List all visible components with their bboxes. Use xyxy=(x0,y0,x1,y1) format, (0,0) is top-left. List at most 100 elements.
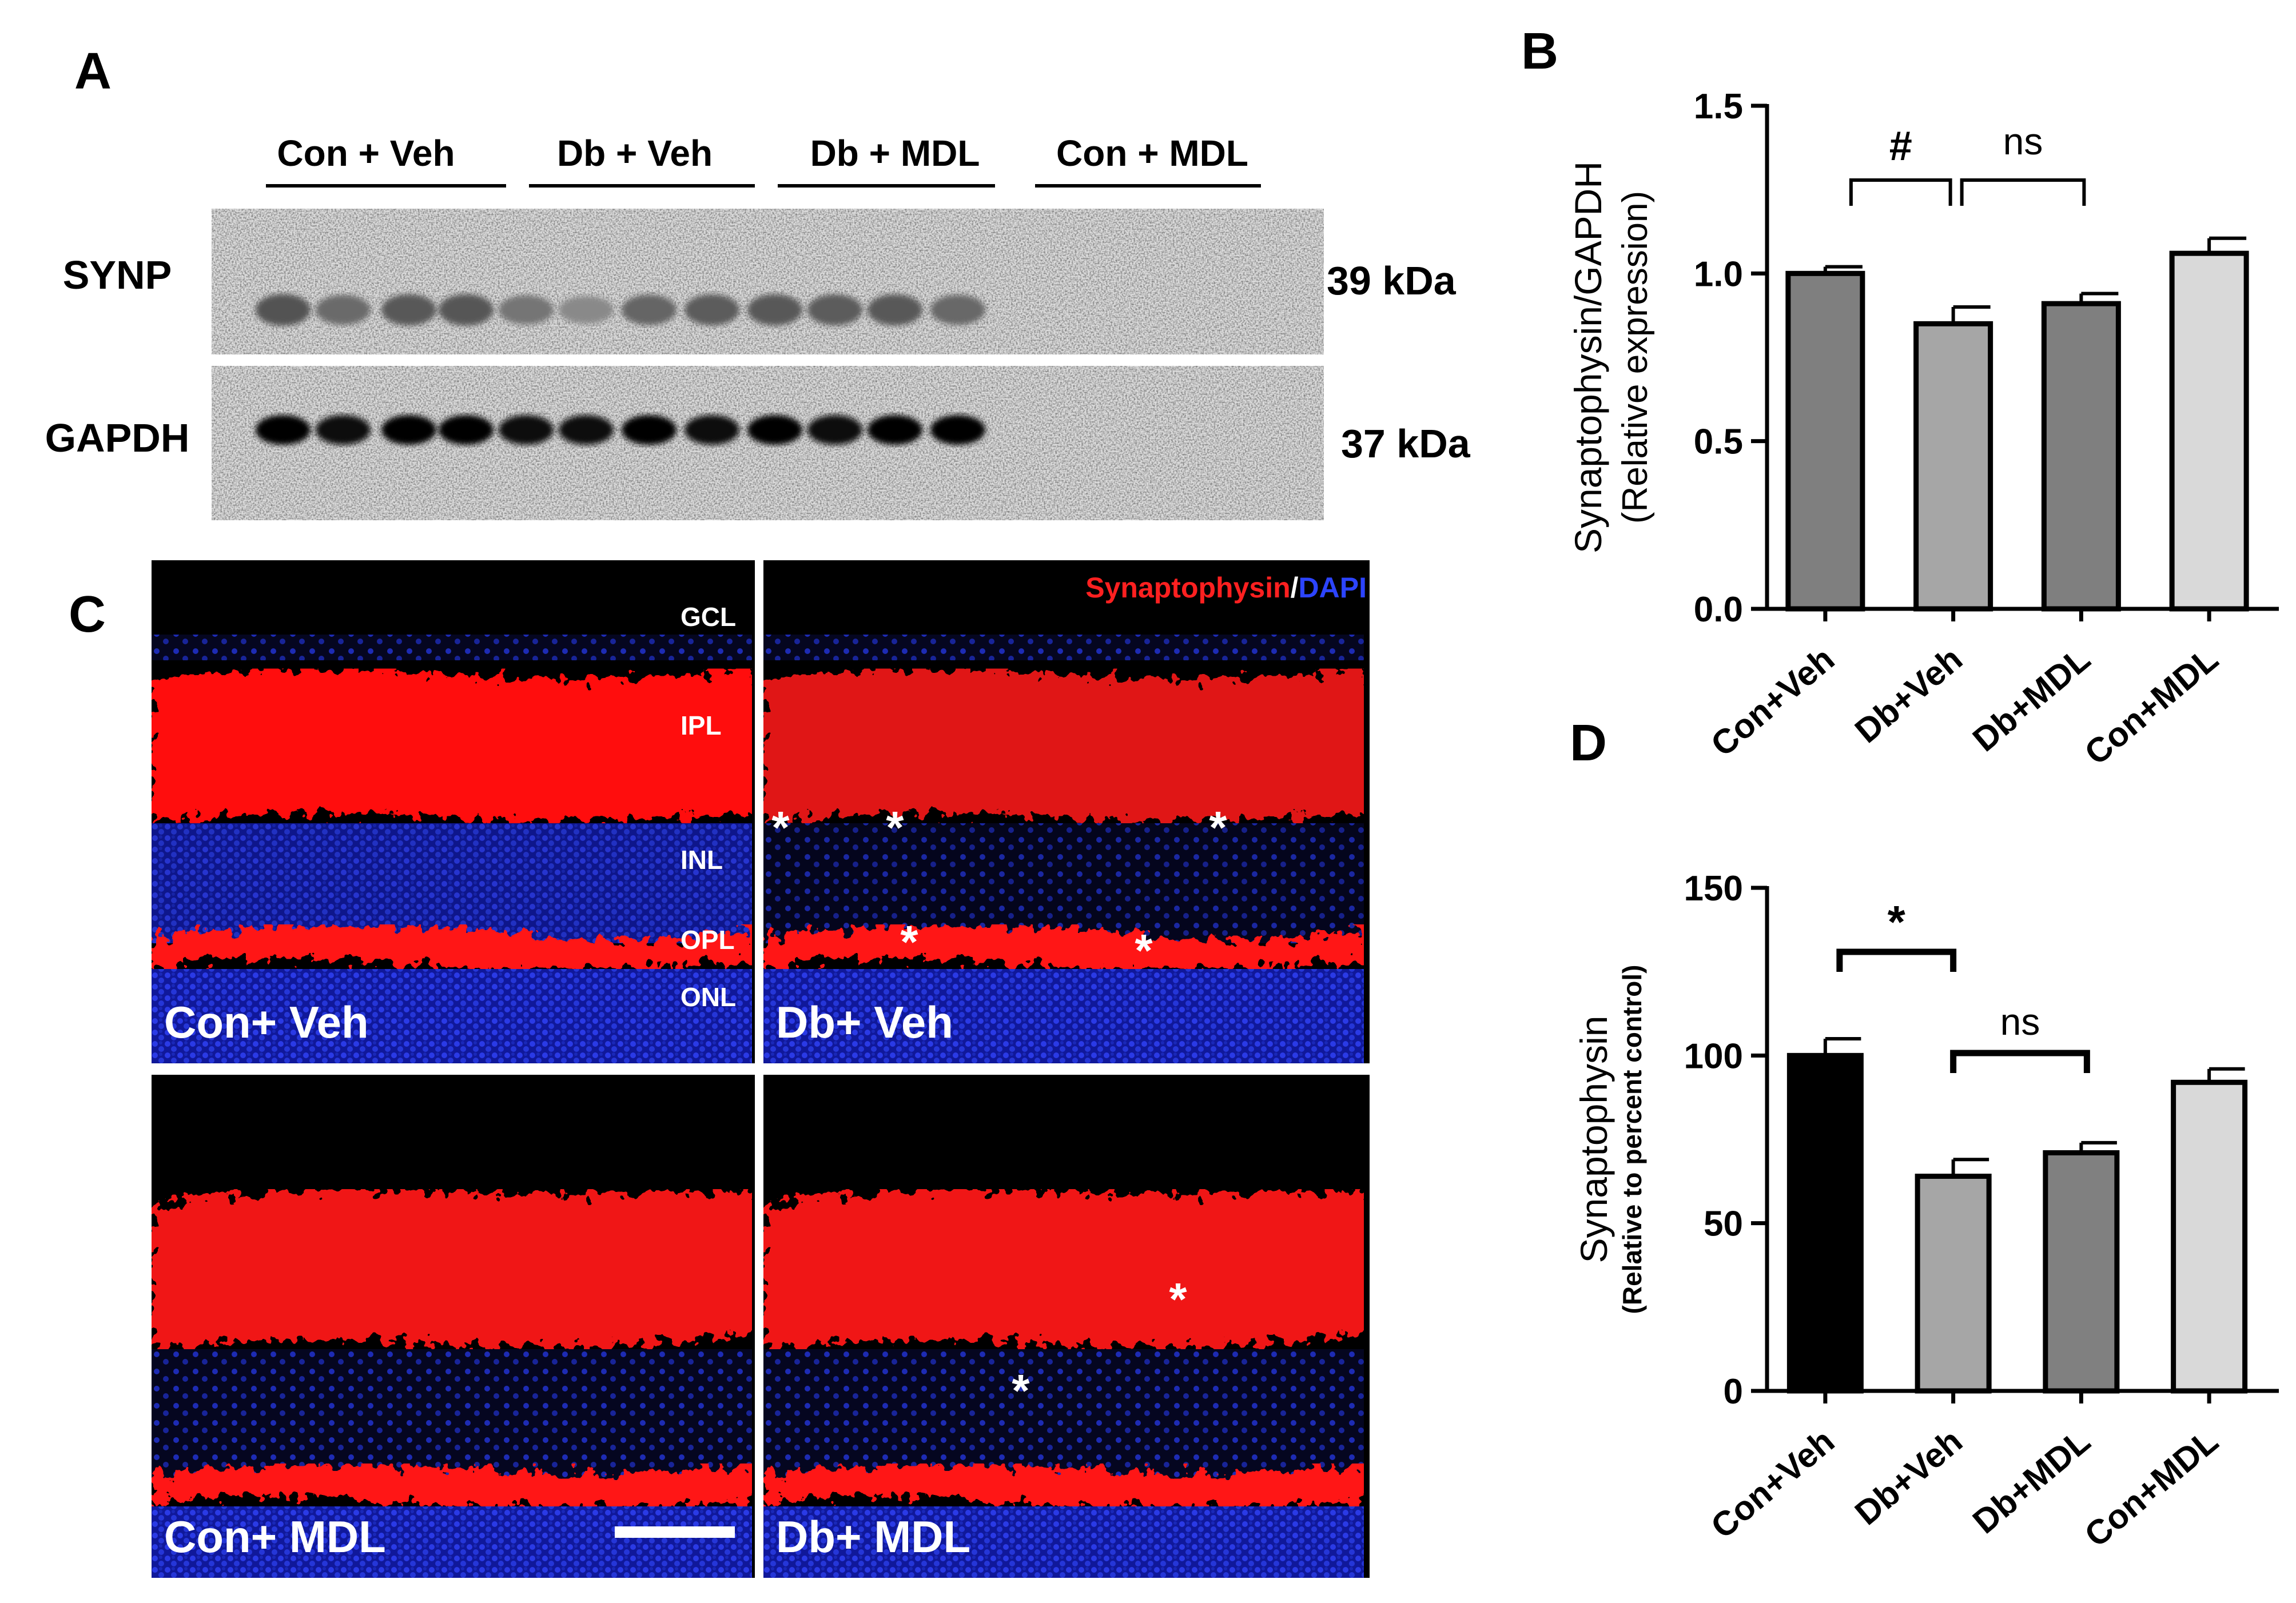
western-blot: Con + Veh Db + Veh Db + MDL Con + MDL SYNP 39… xyxy=(45,133,1471,520)
bar xyxy=(1913,321,1993,612)
y-tick-label: 150 xyxy=(1684,869,1743,908)
blot-size-label: 39 kDa xyxy=(1327,258,1457,303)
blot-band xyxy=(316,415,371,445)
micrograph-content xyxy=(763,1189,1364,1578)
onl-nuclei-layer xyxy=(763,969,1364,1063)
blot-band xyxy=(930,294,985,325)
ipl-synaptophysin-layer xyxy=(763,1189,1364,1349)
blot-band xyxy=(930,415,985,445)
onl-nuclei-layer xyxy=(763,1506,1364,1578)
bar-chart-b: 0.0 0.5 1.0 1.5 Synaptophysin/GAPDH (Relative… xyxy=(1567,87,2279,772)
inl-nuclei-layer xyxy=(763,823,1364,943)
y-tick-label: 50 xyxy=(1704,1205,1743,1244)
ipl-synaptophysin-layer xyxy=(152,1189,752,1349)
y-tick-label: 0.5 xyxy=(1694,422,1743,462)
asterisk-marker: * xyxy=(886,802,904,853)
x-tick-label: Con+Veh xyxy=(1704,640,1841,764)
y-tick-label: 0 xyxy=(1724,1372,1743,1411)
significance-label: ns xyxy=(2003,120,2043,162)
blot-band xyxy=(499,295,554,325)
significance-label: * xyxy=(1888,896,1906,947)
x-tick-label: Con+MDL xyxy=(2078,640,2226,772)
panel-label-c: C xyxy=(69,586,106,643)
asterisk-marker: * xyxy=(771,802,790,853)
y-tick-label: 0.0 xyxy=(1694,590,1743,629)
micrograph-content xyxy=(763,635,1364,1063)
asterisk-marker: * xyxy=(1209,802,1227,853)
panel-label-d: D xyxy=(1570,715,1607,772)
micrograph-panel: Con+ MDL xyxy=(152,1075,755,1578)
stain-legend: Synaptophysin/DAPI xyxy=(1085,572,1367,604)
bar xyxy=(1785,270,1865,612)
blot-band xyxy=(622,415,677,445)
x-tick-label: Con+Veh xyxy=(1704,1422,1841,1546)
significance-bracket xyxy=(1836,948,1957,972)
micrograph-condition-label: Con+ MDL xyxy=(164,1512,386,1562)
blot-group-label: Db + MDL xyxy=(810,133,980,174)
y-axis-label-secondary: (Relative expression) xyxy=(1615,191,1655,524)
legend-synaptophysin: Synaptophysin xyxy=(1085,572,1290,604)
x-tick-label: Db+Veh xyxy=(1848,1422,1969,1533)
blot-band xyxy=(685,415,739,445)
retina-layer-label: IPL xyxy=(681,711,722,740)
blot-band xyxy=(868,294,922,326)
micrograph-panel: Db+ Veh xyxy=(763,560,1370,1063)
blot-band xyxy=(807,294,862,326)
blot-band xyxy=(747,294,802,326)
blot-band xyxy=(316,294,371,325)
blot-band xyxy=(381,415,436,445)
retina-layer-label: ONL xyxy=(681,982,736,1012)
bar xyxy=(2169,250,2249,612)
blot-band xyxy=(559,415,614,445)
blot-band xyxy=(622,294,677,325)
micrograph-content xyxy=(152,1189,752,1578)
retina-layer-label: GCL xyxy=(681,602,736,632)
inl-nuclei-layer xyxy=(152,1349,752,1481)
gcl-nuclei xyxy=(152,635,752,660)
blot-protein-label: SYNP xyxy=(63,253,172,297)
opl-synaptophysin-layer xyxy=(152,924,752,975)
blot-band xyxy=(256,294,311,326)
blot-band xyxy=(685,294,739,326)
inl-nuclei-layer xyxy=(152,823,752,943)
blot-band xyxy=(807,415,862,445)
ipl-synaptophysin-layer xyxy=(152,668,752,823)
y-axis-label: Synaptophysin/GAPDH xyxy=(1567,161,1609,553)
bar xyxy=(1786,1052,1864,1394)
y-axis-label-secondary: (Relative to percent control) xyxy=(1617,965,1647,1314)
y-axis-label: Synaptophysin xyxy=(1573,1016,1615,1263)
x-tick-label: Con+MDL xyxy=(2078,1422,2226,1554)
asterisk-marker: * xyxy=(900,916,918,967)
bar xyxy=(2041,301,2121,612)
blot-band xyxy=(499,415,554,445)
inl-nuclei-layer xyxy=(763,1349,1364,1481)
bar xyxy=(1915,1174,1992,1394)
gcl-nuclei xyxy=(763,635,1364,660)
micrograph-grid: Con+ Veh Db+ Veh Con+ MDL Db+ MDL GCL IPL INL O… xyxy=(150,559,1371,1580)
micrograph-condition-label: Db+ Veh xyxy=(776,997,953,1047)
significance-bracket xyxy=(1960,178,2086,206)
scale-bar xyxy=(615,1526,735,1538)
blot-group-label: Con + Veh xyxy=(277,133,455,174)
blot-protein-label: GAPDH xyxy=(45,416,190,460)
legend-separator: / xyxy=(1291,572,1299,604)
blot-band xyxy=(256,415,311,445)
blot-membrane-texture xyxy=(212,209,1324,354)
opl-synaptophysin-layer xyxy=(152,1464,752,1509)
x-tick-label: Db+MDL xyxy=(1965,1422,2098,1541)
significance-bracket xyxy=(1849,178,1952,206)
blot-band xyxy=(439,294,494,326)
x-tick-label: Db+MDL xyxy=(1965,640,2098,759)
panel-label-b: B xyxy=(1521,23,1558,80)
blot-size-label: 37 kDa xyxy=(1341,421,1471,466)
significance-label: # xyxy=(1889,123,1912,169)
opl-synaptophysin-layer xyxy=(763,924,1364,975)
micrograph-condition-label: Con+ Veh xyxy=(164,997,369,1047)
micrograph-panel: Db+ MDL xyxy=(763,1075,1370,1578)
panel-label-a: A xyxy=(74,43,112,100)
onl-nuclei-layer xyxy=(152,969,752,1063)
bar xyxy=(2043,1150,2120,1394)
retina-layer-label: INL xyxy=(681,845,723,875)
asterisk-marker: * xyxy=(1135,925,1153,976)
opl-synaptophysin-layer xyxy=(763,1464,1364,1509)
